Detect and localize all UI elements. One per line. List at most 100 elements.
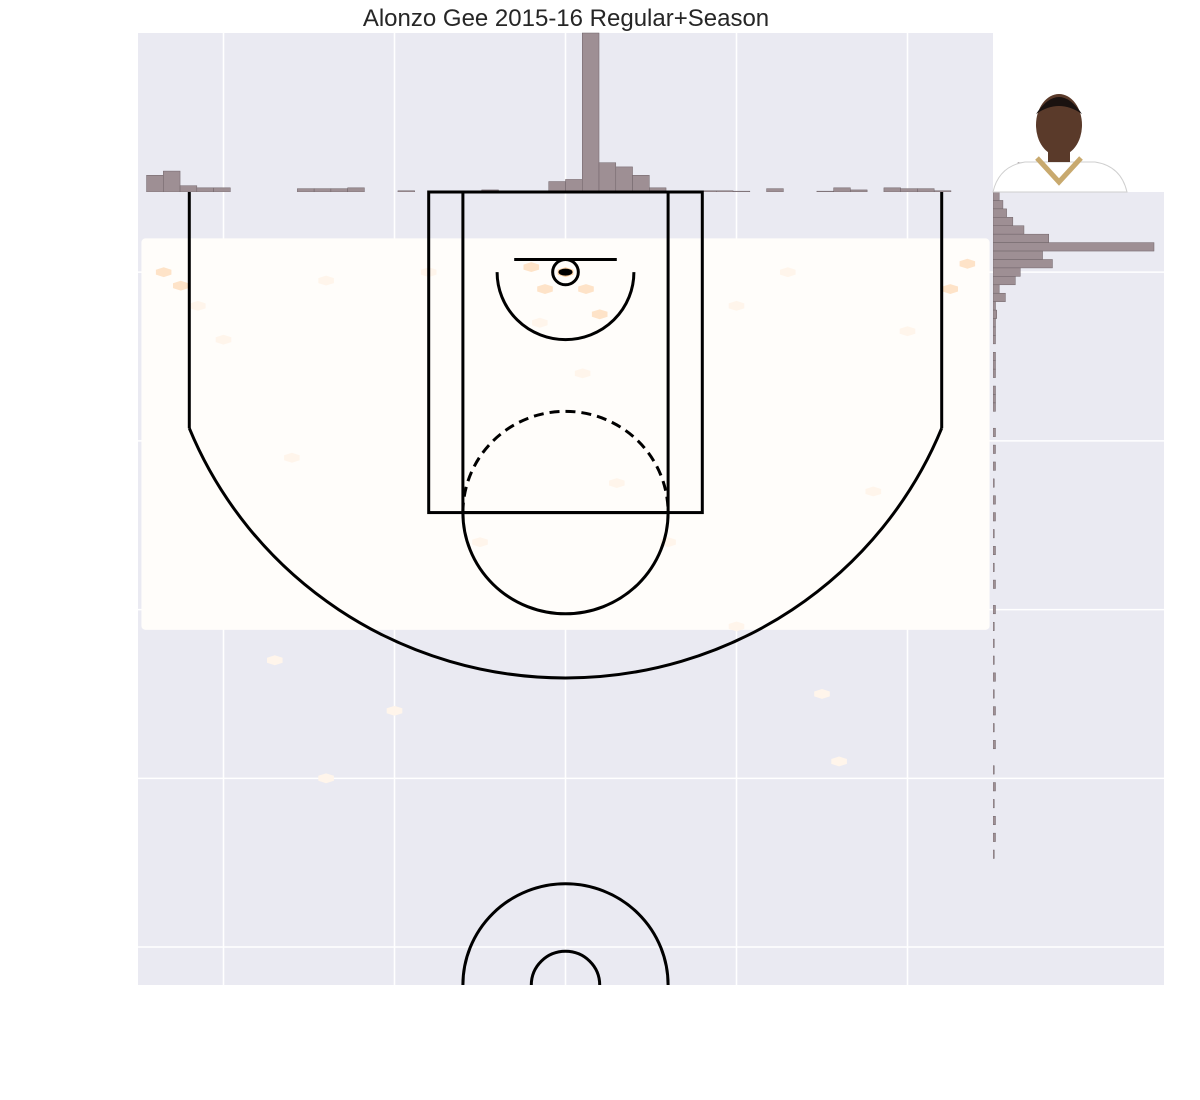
x-marginal-bar bbox=[146, 175, 164, 193]
shot-hexbin bbox=[537, 284, 553, 294]
shot-hexbin bbox=[780, 267, 796, 278]
shot-hexbin bbox=[267, 655, 283, 666]
y-marginal-bar bbox=[992, 208, 1007, 218]
jersey-collar-icon bbox=[1035, 156, 1083, 186]
free-throw-arc-top bbox=[461, 409, 670, 513]
shot-hexbin bbox=[318, 275, 334, 286]
three-point-arc bbox=[187, 427, 944, 680]
x-marginal-bar bbox=[397, 190, 415, 193]
hair-icon bbox=[1036, 97, 1082, 114]
y-marginal-bar bbox=[992, 402, 996, 412]
y-marginal-bar bbox=[992, 292, 1006, 302]
y-marginal-bar bbox=[992, 655, 995, 665]
x-marginal-bar bbox=[582, 32, 600, 193]
shot-hexbin bbox=[814, 689, 830, 699]
y-marginal-bar bbox=[992, 706, 996, 716]
x-marginal-bar bbox=[632, 175, 650, 193]
y-marginal-bar bbox=[992, 512, 996, 522]
shot-hexbin bbox=[959, 258, 976, 269]
y-marginal-bar bbox=[992, 301, 996, 311]
y-marginal-bar bbox=[992, 200, 1004, 210]
y-marginal-bar bbox=[992, 765, 995, 775]
shot-hexbin bbox=[578, 284, 594, 294]
x-marginal-bar bbox=[883, 187, 901, 193]
shot-hexbin bbox=[899, 326, 916, 337]
y-marginal-bar bbox=[992, 689, 995, 699]
y-marginal-bar bbox=[992, 740, 996, 750]
y-marginal-bar bbox=[992, 782, 996, 792]
y-marginal-bar bbox=[992, 352, 996, 361]
player-photo bbox=[992, 94, 1128, 193]
y-marginal-bar bbox=[992, 385, 996, 395]
x-marginal-bar bbox=[347, 187, 365, 193]
y-marginal-bar bbox=[992, 672, 996, 682]
jersey-icon bbox=[992, 161, 1128, 193]
x-marginal-bar bbox=[850, 189, 868, 193]
y-marginal-bar bbox=[992, 360, 996, 370]
x-marginal-bar bbox=[548, 181, 566, 193]
y-marginal-bar bbox=[992, 284, 1000, 294]
y-marginal-bar bbox=[992, 849, 995, 859]
y-marginal-bar bbox=[992, 546, 996, 556]
y-marginal-bar bbox=[992, 562, 995, 572]
y-marginal-bar bbox=[992, 242, 1155, 252]
shot-hexbin bbox=[831, 756, 847, 767]
y-marginal-bar bbox=[992, 579, 996, 589]
inner-paint-box bbox=[461, 190, 670, 515]
y-marginal-bar bbox=[992, 605, 996, 615]
hoop bbox=[551, 257, 580, 287]
x-marginal-bar bbox=[766, 188, 784, 193]
shot-hexbin bbox=[728, 300, 745, 311]
x-marginal-bar bbox=[179, 185, 198, 193]
shot-hexbin bbox=[155, 267, 172, 278]
x-marginal-bar bbox=[598, 162, 617, 193]
y-marginal-bar bbox=[992, 495, 996, 505]
x-marginal-bar bbox=[196, 187, 214, 193]
y-marginal-bar bbox=[992, 368, 996, 378]
y-marginal-bar bbox=[992, 335, 996, 345]
y-marginal-bar bbox=[992, 799, 995, 809]
shot-hexbin bbox=[574, 368, 591, 379]
shot-hexbin bbox=[728, 621, 745, 632]
shot-hexbin bbox=[386, 705, 403, 716]
chart-title: Alonzo Gee 2015-16 Regular+Season bbox=[363, 5, 769, 32]
restricted-area-arc bbox=[495, 272, 636, 342]
shot-hexbin bbox=[609, 478, 625, 488]
shot-hexbin bbox=[318, 773, 334, 784]
y-marginal-histogram bbox=[992, 191, 1164, 985]
y-marginal-bar bbox=[992, 638, 995, 648]
x-marginal-bar bbox=[330, 188, 348, 193]
y-marginal-bar bbox=[992, 723, 995, 733]
x-marginal-bar bbox=[816, 190, 834, 193]
y-marginal-bar bbox=[992, 309, 997, 319]
y-marginal-bar bbox=[992, 225, 1025, 235]
y-marginal-bar bbox=[992, 444, 996, 454]
y-marginal-bar bbox=[992, 191, 1000, 201]
y-marginal-bar bbox=[992, 267, 1021, 277]
y-marginal-bar bbox=[992, 259, 1053, 269]
y-marginal-bar bbox=[992, 326, 996, 336]
x-marginal-bar bbox=[900, 188, 918, 193]
y-marginal-bar bbox=[992, 478, 995, 488]
shot-hexbin bbox=[942, 284, 958, 294]
x-marginal-bar bbox=[615, 166, 633, 193]
x-marginal-bar bbox=[565, 179, 583, 193]
x-marginal-bar bbox=[833, 187, 851, 193]
y-marginal-bar bbox=[992, 621, 995, 631]
center-circle-inner bbox=[529, 949, 602, 986]
x-marginal-bar bbox=[933, 190, 952, 193]
y-marginal-bar bbox=[992, 832, 996, 842]
shot-hexbin bbox=[865, 486, 882, 497]
court-plot-area bbox=[138, 190, 993, 986]
y-marginal-bar bbox=[992, 233, 1049, 243]
y-marginal-bar bbox=[992, 461, 996, 471]
x-marginal-bar bbox=[313, 188, 332, 193]
y-marginal-background bbox=[993, 192, 1164, 985]
x-marginal-bar bbox=[213, 187, 231, 193]
shot-hexbin bbox=[284, 452, 300, 463]
x-marginal-bar bbox=[163, 170, 181, 193]
shot-hexbin bbox=[472, 537, 488, 548]
shot-hexbin bbox=[591, 309, 608, 320]
shot-hexbin bbox=[190, 300, 206, 311]
x-marginal-bar bbox=[297, 188, 315, 193]
